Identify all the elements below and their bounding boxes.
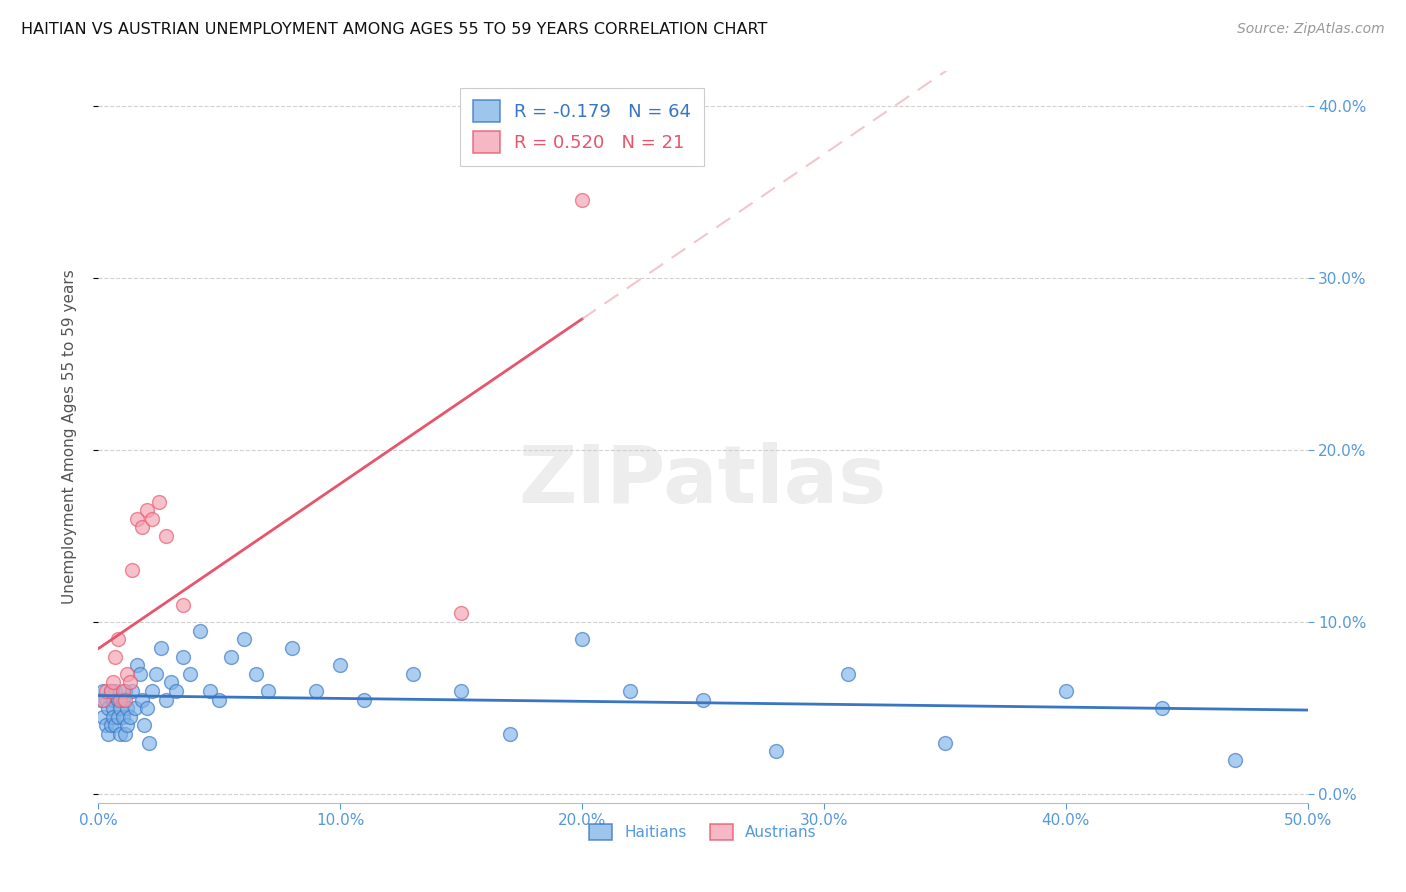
Point (402, 666, 425, 681)
Point (128, 666, 150, 681)
Point (111, 692, 134, 706)
Point (94, 692, 117, 706)
Point (131, 692, 153, 706)
Point (160, 675, 183, 690)
Point (179, 666, 201, 681)
Point (245, 666, 267, 681)
Point (101, 710, 124, 724)
Point (121, 684, 143, 698)
Point (111, 684, 134, 698)
Point (141, 512, 163, 526)
Point (208, 692, 231, 706)
Point (232, 632, 254, 647)
Point (117, 701, 139, 715)
Point (91, 710, 114, 724)
Point (117, 666, 139, 681)
Point (135, 503, 157, 517)
Point (90, 692, 112, 706)
Point (141, 684, 163, 698)
Point (107, 632, 129, 647)
Point (571, 194, 593, 208)
Point (101, 692, 124, 706)
Point (108, 692, 131, 706)
Point (329, 658, 352, 673)
Point (121, 564, 143, 578)
Point (571, 632, 593, 647)
Point (934, 735, 956, 749)
Point (108, 701, 131, 715)
Point (450, 607, 472, 621)
Point (155, 692, 177, 706)
Point (256, 684, 278, 698)
Point (104, 718, 127, 732)
Point (131, 520, 153, 534)
Point (1223, 753, 1246, 767)
Point (281, 640, 304, 655)
Point (108, 727, 131, 741)
Point (104, 649, 127, 664)
Point (91, 692, 114, 706)
Point (101, 675, 124, 690)
Point (117, 718, 139, 732)
Point (353, 692, 375, 706)
Point (107, 692, 129, 706)
Point (94, 718, 117, 732)
Point (97, 701, 120, 715)
Y-axis label: Unemployment Among Ages 55 to 59 years: Unemployment Among Ages 55 to 59 years (62, 269, 77, 605)
Point (165, 684, 187, 698)
Point (101, 701, 124, 715)
Point (221, 649, 243, 664)
Point (837, 666, 859, 681)
Point (118, 675, 141, 690)
Legend: Haitians, Austrians: Haitians, Austrians (583, 818, 823, 847)
Point (111, 710, 134, 724)
Point (104, 684, 127, 698)
Point (118, 710, 141, 724)
Point (134, 718, 156, 732)
Point (172, 649, 194, 664)
Point (114, 727, 136, 741)
Point (198, 684, 221, 698)
Point (692, 692, 714, 706)
Point (498, 727, 520, 741)
Point (150, 640, 173, 655)
Point (124, 701, 146, 715)
Point (172, 598, 194, 612)
Point (305, 684, 328, 698)
Point (1152, 701, 1174, 715)
Text: HAITIAN VS AUSTRIAN UNEMPLOYMENT AMONG AGES 55 TO 59 YEARS CORRELATION CHART: HAITIAN VS AUSTRIAN UNEMPLOYMENT AMONG A… (21, 22, 768, 37)
Point (450, 684, 472, 698)
Point (155, 529, 177, 543)
Point (107, 710, 129, 724)
Point (1054, 684, 1077, 698)
Point (127, 512, 149, 526)
Point (100, 684, 122, 698)
Point (138, 735, 160, 749)
Point (145, 666, 167, 681)
Point (114, 684, 136, 698)
Point (114, 692, 136, 706)
Text: Source: ZipAtlas.com: Source: ZipAtlas.com (1237, 22, 1385, 37)
Point (97, 727, 120, 741)
Point (135, 701, 157, 715)
Point (100, 684, 122, 698)
Point (94, 684, 117, 698)
Point (127, 658, 149, 673)
Text: ZIPatlas: ZIPatlas (519, 442, 887, 520)
Point (188, 624, 211, 638)
Point (100, 718, 122, 732)
Point (619, 684, 641, 698)
Point (765, 744, 787, 758)
Point (91, 684, 114, 698)
Point (148, 494, 170, 508)
